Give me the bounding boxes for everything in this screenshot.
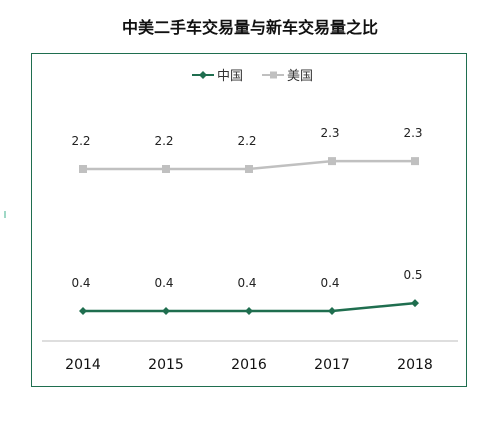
- x-tick-label-2018: 2018: [397, 357, 433, 373]
- data-point-china-2014: [79, 307, 87, 315]
- chart-frame: [31, 53, 467, 387]
- legend-label: 美国: [287, 69, 313, 84]
- data-point-china-2016: [245, 307, 253, 315]
- data-point-china-2017: [328, 307, 336, 315]
- legend-marker: [270, 71, 277, 79]
- x-tick-label-2016: 2016: [231, 357, 267, 373]
- data-label-china-2014: 0.4: [71, 276, 90, 290]
- data-point-usa-2017: [328, 157, 336, 166]
- data-point-usa-2016: [245, 165, 253, 173]
- series-usa: 2.2 2.2 2.2 2.3 2.3: [71, 126, 423, 173]
- data-label-usa-2017: 2.3: [320, 126, 339, 140]
- data-label-usa-2018: 2.3: [403, 126, 422, 140]
- data-point-usa-2014: [79, 165, 87, 173]
- x-tick-label-2017: 2017: [314, 357, 350, 373]
- legend-marker: [199, 71, 207, 79]
- data-point-usa-2018: [411, 157, 419, 166]
- legend-label: 中国: [217, 69, 243, 84]
- data-label-china-2018: 0.5: [403, 268, 422, 282]
- legend-item-china: 中国: [192, 69, 243, 84]
- data-point-china-2015: [162, 307, 170, 315]
- data-label-usa-2015: 2.2: [154, 134, 173, 148]
- data-point-usa-2015: [162, 165, 170, 173]
- series-china: 0.4 0.4 0.4 0.4 0.5: [71, 268, 423, 315]
- data-label-china-2016: 0.4: [237, 276, 256, 290]
- x-tick-label-2015: 2015: [148, 357, 184, 373]
- plot-area: 0.4 0.4 0.4 0.4 0.5 2.2 2.2 2.2 2.3 2.3: [71, 126, 423, 315]
- chart-title: 中美二手车交易量与新车交易量之比: [121, 18, 378, 37]
- data-label-usa-2016: 2.2: [237, 134, 256, 148]
- data-label-china-2015: 0.4: [154, 276, 173, 290]
- data-label-usa-2014: 2.2: [71, 134, 90, 148]
- legend-item-usa: 美国: [262, 69, 313, 84]
- data-label-china-2017: 0.4: [320, 276, 339, 290]
- x-axis-ticks: 2014 2015 2016 2017 2018: [65, 357, 433, 373]
- legend: 中国 美国: [192, 69, 313, 84]
- x-tick-label-2014: 2014: [65, 357, 101, 373]
- decorative-mark: [4, 211, 6, 218]
- data-point-china-2018: [411, 299, 419, 308]
